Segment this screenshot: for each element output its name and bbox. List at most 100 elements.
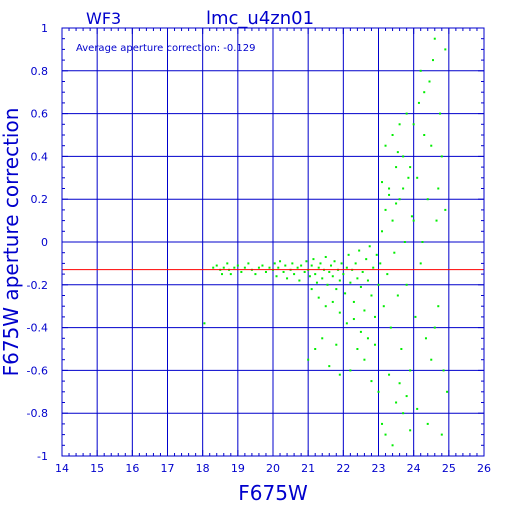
data-point xyxy=(335,288,338,291)
y-tick-label: 0.4 xyxy=(31,150,49,163)
data-point xyxy=(384,208,387,211)
data-point xyxy=(388,373,391,376)
data-point xyxy=(377,283,380,286)
data-point xyxy=(338,373,341,376)
data-point xyxy=(398,198,401,201)
panel-label: WF3 xyxy=(86,9,121,28)
y-tick-label: -0.6 xyxy=(27,364,48,377)
data-point xyxy=(428,80,431,83)
data-point xyxy=(335,343,338,346)
data-point xyxy=(212,266,215,269)
data-point xyxy=(421,241,424,243)
data-point xyxy=(372,266,375,269)
data-point xyxy=(405,395,408,398)
data-point xyxy=(381,422,384,425)
data-point xyxy=(233,266,236,269)
data-point xyxy=(435,219,438,222)
data-point xyxy=(354,262,357,265)
data-point xyxy=(409,429,412,432)
data-point xyxy=(273,262,276,265)
data-point xyxy=(440,433,443,436)
data-point xyxy=(310,288,313,291)
x-tick-label: 17 xyxy=(161,462,175,475)
data-point xyxy=(405,112,408,115)
data-point xyxy=(222,266,225,269)
data-point xyxy=(277,266,280,269)
data-point xyxy=(312,258,315,261)
data-point xyxy=(356,348,359,350)
data-point xyxy=(384,144,387,147)
data-point xyxy=(396,151,399,154)
data-point xyxy=(416,176,419,179)
data-point xyxy=(349,281,352,284)
x-tick-label: 21 xyxy=(301,462,315,475)
data-point xyxy=(284,264,287,267)
data-point xyxy=(416,407,419,410)
data-point xyxy=(303,270,306,273)
data-point xyxy=(308,275,311,278)
data-point xyxy=(363,358,366,361)
x-tick-label: 23 xyxy=(372,462,386,475)
data-point xyxy=(379,262,382,265)
data-point xyxy=(381,181,384,184)
data-point xyxy=(296,266,299,269)
x-tick-label: 22 xyxy=(336,462,350,475)
data-point xyxy=(331,275,334,278)
data-point xyxy=(319,262,322,265)
data-point xyxy=(402,155,405,158)
data-point xyxy=(257,266,260,269)
x-tick-label: 18 xyxy=(196,462,210,475)
chart-title: lmc_u4zn01 xyxy=(206,8,314,29)
data-point xyxy=(398,123,401,126)
data-point xyxy=(240,270,243,273)
data-point xyxy=(352,318,355,321)
data-point xyxy=(442,369,445,372)
data-point xyxy=(344,292,347,295)
data-point xyxy=(424,337,427,340)
data-point xyxy=(347,253,350,256)
plot-frame xyxy=(61,27,485,457)
data-point xyxy=(324,255,327,258)
data-point xyxy=(282,270,285,273)
data-point xyxy=(254,273,257,276)
data-point xyxy=(338,311,341,314)
data-point xyxy=(391,444,394,447)
data-point xyxy=(291,262,294,265)
data-point xyxy=(430,144,433,147)
data-point xyxy=(412,219,415,222)
data-point xyxy=(370,380,373,383)
data-point xyxy=(419,69,422,72)
data-point xyxy=(430,358,433,361)
data-point xyxy=(368,245,371,248)
data-point xyxy=(203,322,206,325)
data-point xyxy=(409,369,412,372)
axes xyxy=(61,27,485,457)
data-point xyxy=(426,422,429,425)
data-point xyxy=(433,37,436,40)
data-point xyxy=(402,187,405,190)
data-point xyxy=(315,281,318,284)
data-point xyxy=(298,279,301,282)
x-tick-label: 14 xyxy=(55,462,69,475)
data-point xyxy=(444,208,447,211)
y-tick-label: -0.8 xyxy=(27,407,48,420)
data-point xyxy=(321,337,324,340)
data-point xyxy=(264,270,267,273)
data-point xyxy=(439,112,442,115)
data-point xyxy=(307,358,310,361)
data-point xyxy=(375,253,378,256)
data-point xyxy=(247,262,250,265)
x-tick-label: 24 xyxy=(407,462,421,475)
data-point xyxy=(338,279,341,282)
data-point xyxy=(419,262,422,265)
data-point xyxy=(268,266,271,269)
data-point xyxy=(286,277,289,280)
data-point xyxy=(352,300,355,303)
data-point xyxy=(333,260,336,263)
y-tick-label: 0.6 xyxy=(31,108,49,121)
data-point xyxy=(412,123,415,126)
data-point xyxy=(305,260,308,263)
y-tick-label: 1 xyxy=(41,22,48,35)
x-tick-label: 15 xyxy=(90,462,104,475)
